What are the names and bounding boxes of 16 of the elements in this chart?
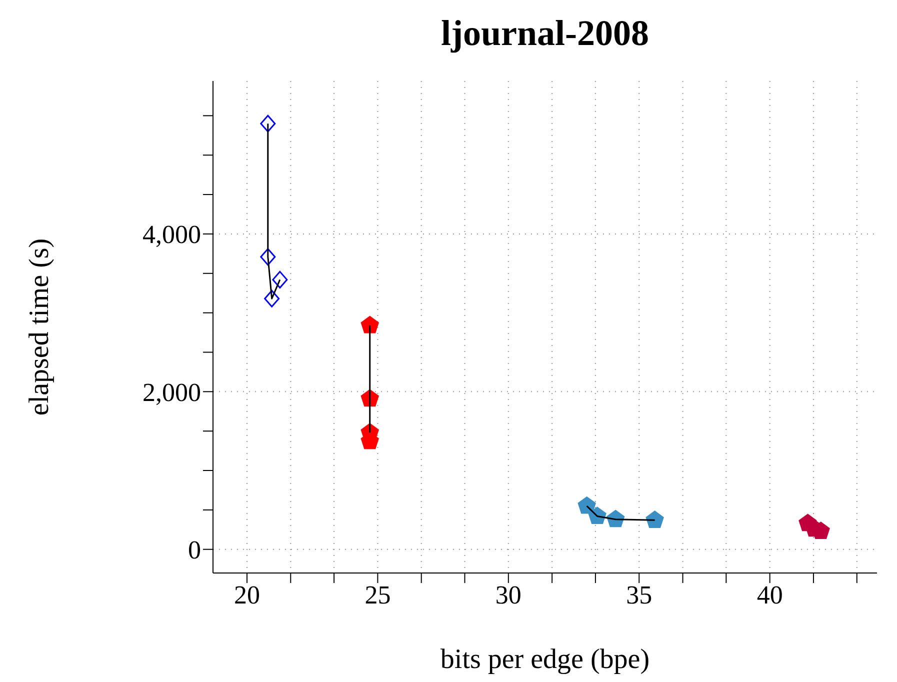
x-tick-label: 30	[495, 580, 522, 610]
chart-title: ljournal-2008	[440, 12, 650, 55]
point	[578, 496, 596, 514]
point	[260, 114, 276, 132]
y-tick-label: 4,000	[142, 220, 201, 250]
y-tick-label: 2,000	[142, 378, 201, 407]
x-tick-label: 35	[626, 580, 652, 610]
y-tick-label: 0	[188, 536, 201, 565]
x-tick-label: 20	[234, 580, 260, 610]
x-tick-label: 25	[364, 580, 391, 610]
y-axis-title: elapsed time (s)	[24, 238, 55, 416]
x-axis-title: bits per edge (bpe)	[440, 644, 650, 675]
point	[646, 510, 664, 528]
x-tick-label: 40	[756, 580, 783, 610]
point	[272, 270, 288, 288]
point	[360, 316, 379, 334]
